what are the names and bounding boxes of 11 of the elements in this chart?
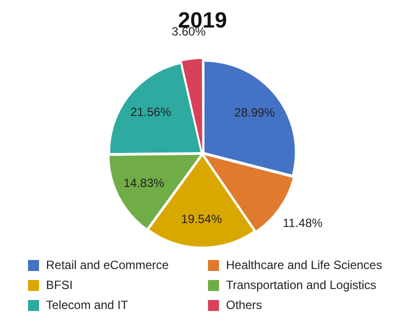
legend-label: BFSI bbox=[46, 278, 73, 292]
data-label: 14.83% bbox=[123, 176, 165, 190]
data-label: 11.48% bbox=[282, 216, 323, 230]
legend-label: Others bbox=[226, 298, 262, 312]
legend-label: Healthcare and Life Sciences bbox=[226, 258, 382, 272]
data-label: 21.56% bbox=[130, 105, 172, 120]
legend-label: Retail and eCommerce bbox=[46, 258, 169, 272]
data-label: 28.99% bbox=[234, 106, 276, 120]
legend-label: Telecom and IT bbox=[46, 298, 128, 312]
legend-label: Transportation and Logistics bbox=[226, 278, 376, 292]
data-label: 19.54% bbox=[181, 212, 222, 226]
